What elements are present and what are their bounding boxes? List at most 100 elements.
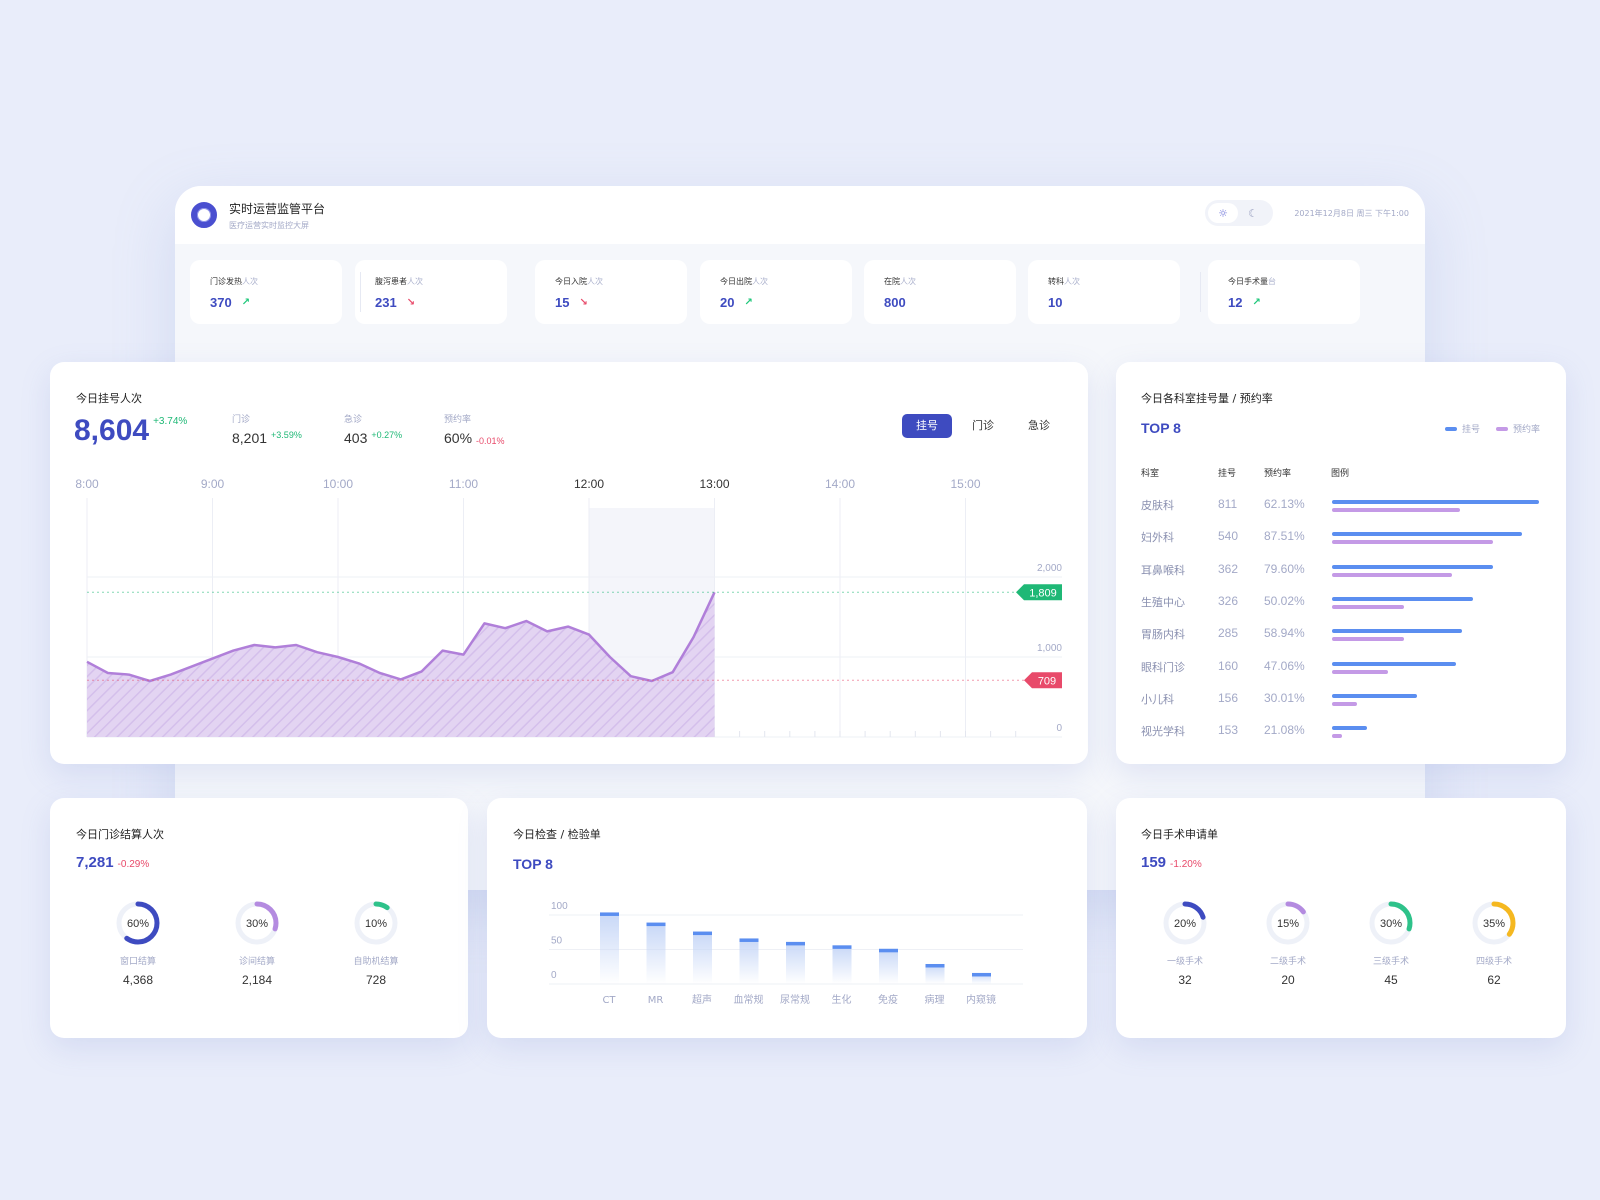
settlement-total: 7,281 [76, 854, 114, 871]
donut-label: 三级手术 [1372, 957, 1409, 967]
donut-四级手术: 35% 四级手术 62 [1454, 900, 1534, 987]
dept-count: 160 [1218, 658, 1239, 673]
svg-text:50: 50 [551, 936, 563, 947]
dept-name: 小儿科 [1141, 692, 1174, 706]
dept-count: 153 [1218, 723, 1239, 738]
kpi-value: 800 [884, 295, 906, 310]
donut-ring: 10% [354, 901, 398, 945]
kpi-value-row: 231 ↘ [375, 295, 507, 310]
sun-icon[interactable]: ☼ [1208, 203, 1238, 223]
tab-0[interactable]: 挂号 [902, 414, 952, 438]
dept-rate: 58.94% [1264, 626, 1305, 641]
donut-value: 45 [1384, 973, 1398, 987]
trend-up-icon: ↗ [241, 297, 251, 308]
trend-down-icon: ↘ [406, 297, 416, 308]
kpi-card[interactable]: 今日出院人次 20 ↗ [700, 260, 852, 324]
register-bar [1332, 726, 1368, 731]
svg-text:10%: 10% [365, 918, 387, 930]
dept-rate: 50.02% [1264, 593, 1305, 608]
kpi-divider [1200, 272, 1201, 312]
table-row[interactable]: 皮肤科 811 62.13% [1116, 497, 1566, 517]
registration-card: 今日挂号人次 8,604 +3.74% 门诊 8,201 +3.59% 急诊 403 +0… [50, 362, 1088, 764]
kpi-divider [360, 272, 361, 312]
svg-text:尿常规: 尿常规 [780, 993, 810, 1006]
svg-text:14:00: 14:00 [825, 477, 855, 491]
table-row[interactable]: 妇外科 540 87.51% [1116, 529, 1566, 549]
donut-ring: 60% [116, 901, 160, 945]
table-row[interactable]: 小儿科 156 30.01% [1116, 691, 1566, 711]
svg-text:MR: MR [648, 995, 664, 1006]
svg-text:血常规: 血常规 [734, 993, 764, 1006]
donut-value: 4,368 [122, 973, 154, 987]
table-row[interactable]: 耳鼻喉科 362 79.60% [1116, 562, 1566, 582]
kpi-card[interactable]: 转科人次 10 [1028, 260, 1180, 324]
svg-text:1,000: 1,000 [1037, 643, 1062, 654]
donut-ring: 20% [1163, 901, 1207, 945]
table-row[interactable]: 眼科门诊 160 47.06% [1116, 659, 1566, 679]
kpi-unit: 台 [1268, 277, 1276, 286]
kpi-value-row: 370 ↗ [210, 295, 342, 310]
donut-value: 2,184 [241, 973, 273, 987]
tab-2[interactable]: 急诊 [1028, 419, 1050, 432]
registration-total: 8,604 [74, 414, 150, 447]
kpi-value: 15 [555, 295, 570, 310]
legend-item-register: 挂号 [1444, 422, 1480, 435]
svg-text:30%: 30% [246, 918, 268, 930]
svg-text:10:00: 10:00 [323, 477, 353, 491]
kpi-label: 今日出院人次 [720, 276, 852, 287]
kpi-card[interactable]: 今日手术量台 12 ↗ [1208, 260, 1360, 324]
dept-rate: 47.06% [1264, 658, 1305, 673]
kpi-label-text: 腹泻患者 [375, 277, 407, 286]
kpi-value-row: 12 ↗ [1228, 295, 1360, 310]
donut-ring: 30% [1369, 901, 1413, 945]
kpi-value-row: 10 [1048, 295, 1180, 310]
kpi-card[interactable]: 门诊发热人次 370 ↗ [190, 260, 342, 324]
dept-name: 视光学科 [1141, 725, 1185, 739]
svg-text:15%: 15% [1277, 918, 1299, 930]
kpi-card[interactable]: 在院人次 800 [864, 260, 1016, 324]
donut-label: 窗口结算 [119, 957, 156, 967]
card-title: 今日检查 / 检验单 [513, 828, 601, 841]
dept-rate: 62.13% [1264, 497, 1305, 511]
column-header: 图例 [1331, 469, 1350, 479]
trend-down-icon: ↘ [579, 297, 588, 308]
stat-value-row: 403 +0.27% [344, 430, 402, 446]
svg-text:1,809: 1,809 [1029, 587, 1057, 599]
kpi-label-text: 今日出院 [720, 277, 752, 286]
settlement-card: 今日门诊结算人次 7,281 -0.29% 60% 窗口结算 4,368 30% 诊间结… [50, 798, 468, 1038]
surgery-total: 159 [1141, 854, 1167, 871]
top8-label: TOP 8 [1141, 420, 1181, 436]
table-row[interactable]: 胃肠内科 285 58.94% [1116, 626, 1566, 646]
kpi-label-text: 转科 [1048, 277, 1064, 286]
app-title: 实时运营监管平台 [229, 201, 326, 216]
kpi-card[interactable]: 今日入院人次 15 ↘ [535, 260, 687, 324]
column-header: 挂号 [1218, 469, 1237, 479]
stat-change: -0.01% [476, 436, 505, 446]
donut-一级手术: 20% 一级手术 32 [1145, 900, 1225, 987]
kpi-card[interactable]: 腹泻患者人次 231 ↘ [355, 260, 507, 324]
donut-label: 诊间结算 [238, 957, 275, 967]
moon-icon[interactable]: ☾ [1248, 206, 1258, 220]
svg-text:9:00: 9:00 [201, 477, 225, 491]
donut-ring: 15% [1266, 901, 1310, 945]
theme-toggle[interactable]: ☼ ☾ [1205, 200, 1273, 226]
kpi-value-row: 15 ↘ [555, 295, 687, 310]
stat-1: 急诊 403 +0.27% [344, 412, 402, 446]
stat-0: 门诊 8,201 +3.59% [232, 412, 302, 446]
trend-up-icon: ↗ [1252, 297, 1261, 308]
dept-count: 326 [1218, 593, 1239, 608]
svg-text:0: 0 [1056, 723, 1062, 734]
kpi-label-text: 今日手术量 [1228, 277, 1268, 286]
donut-ring: 30% [235, 901, 279, 945]
ref-badge: 709 [1024, 672, 1062, 689]
svg-text:免疫: 免疫 [878, 993, 898, 1006]
table-row[interactable]: 生殖中心 326 50.02% [1116, 594, 1566, 614]
rate-bar [1332, 508, 1461, 512]
table-row[interactable]: 视光学科 153 21.08% [1116, 723, 1566, 743]
stat-label: 急诊 [344, 415, 363, 425]
trend-up-icon: ↗ [744, 297, 753, 308]
tab-1[interactable]: 门诊 [972, 419, 994, 432]
svg-text:13:00: 13:00 [699, 477, 729, 491]
kpi-label-text: 门诊发热 [210, 277, 242, 286]
register-bar [1332, 596, 1473, 601]
